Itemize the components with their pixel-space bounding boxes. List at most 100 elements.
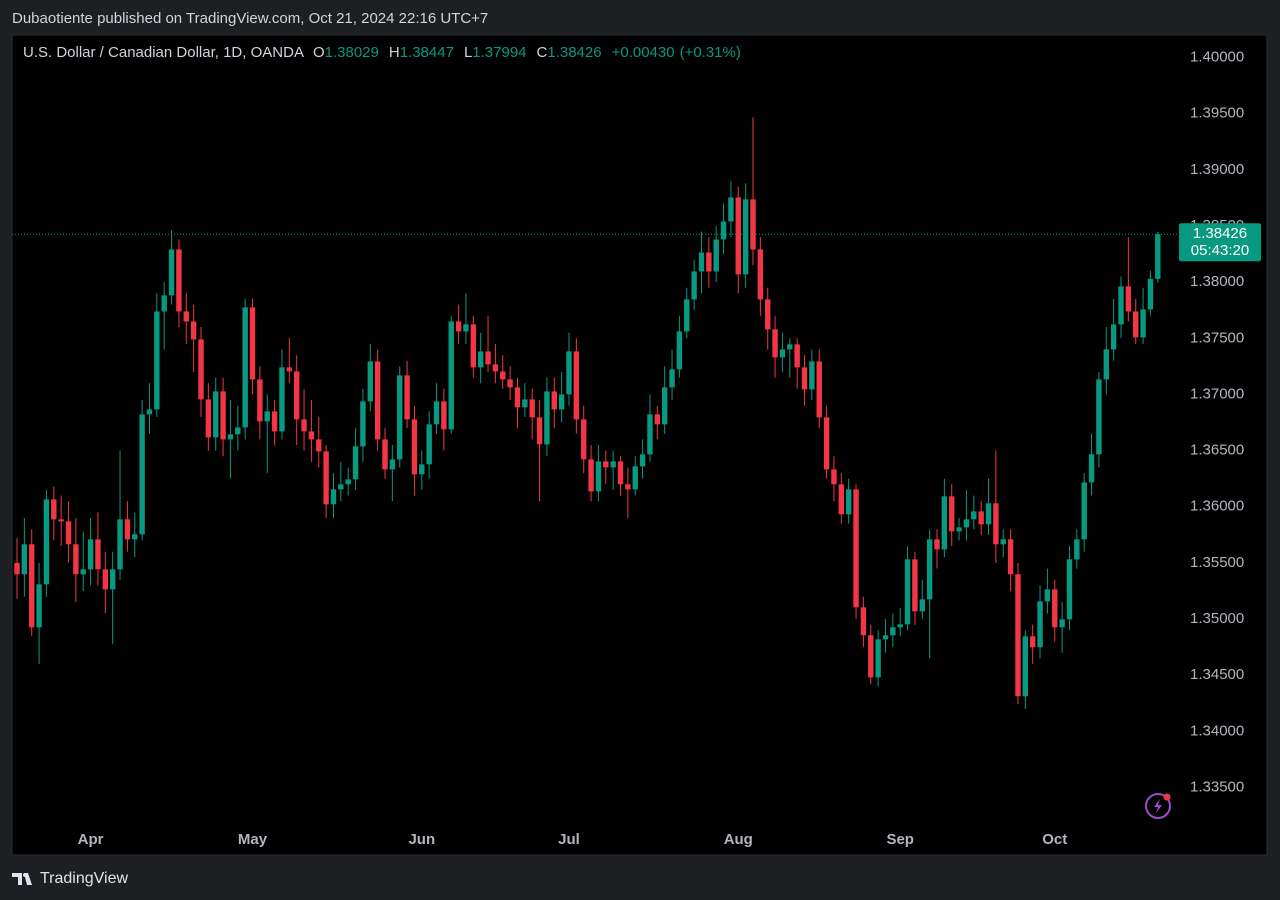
candle-body <box>279 367 285 432</box>
y-tick-label: 1.36500 <box>1190 442 1244 459</box>
candle-body <box>956 527 962 532</box>
candle-body <box>971 511 977 520</box>
candle-body <box>529 399 535 418</box>
legend-item: 1.38447 <box>400 44 454 61</box>
candle-body <box>757 249 764 300</box>
candle-body <box>978 511 984 525</box>
candle-body <box>558 394 565 410</box>
candle-body <box>500 371 506 380</box>
candle-body <box>293 371 300 420</box>
candle-body <box>124 519 131 540</box>
candle-body <box>603 461 609 468</box>
legend-line: U.S. Dollar / Canadian Dollar, 1D, OANDA… <box>23 44 741 61</box>
candle-body <box>426 424 432 465</box>
candle-body <box>1118 286 1124 325</box>
candle-body <box>573 351 580 420</box>
candle-body <box>617 461 624 485</box>
candle-body <box>14 562 20 575</box>
candle-body <box>352 446 359 480</box>
price-tag-countdown: 05:43:20 <box>1191 242 1249 259</box>
candle-body <box>706 252 712 272</box>
candle-body <box>176 249 182 312</box>
candle-body <box>853 489 859 608</box>
candle-body <box>301 419 307 432</box>
candle-body <box>286 367 293 372</box>
x-tick-label: Oct <box>1042 831 1067 848</box>
candle-body <box>29 544 35 628</box>
candle-body <box>882 635 889 640</box>
price-tag <box>1179 223 1261 262</box>
candle-body <box>168 249 175 296</box>
candle-body <box>742 199 749 275</box>
y-tick-label: 1.37000 <box>1190 385 1244 402</box>
candle-body <box>264 411 270 422</box>
candle-body <box>448 321 454 430</box>
candle-body <box>801 367 808 390</box>
candle-body <box>897 624 903 628</box>
candle-body <box>794 344 800 368</box>
candle-body <box>73 544 79 575</box>
candle-body <box>772 329 778 358</box>
candle-body <box>647 414 653 455</box>
candle-body <box>787 344 793 350</box>
candle-body <box>823 417 830 470</box>
candle-body <box>1000 539 1006 545</box>
candle-body <box>875 639 881 678</box>
candle-body <box>404 375 410 420</box>
candle-body <box>65 521 72 545</box>
candle-body <box>912 559 918 612</box>
candle-body <box>1155 234 1161 279</box>
candle-body <box>470 324 477 368</box>
candle-body <box>1066 559 1073 620</box>
candle-body <box>80 569 86 575</box>
candle-body <box>809 361 815 390</box>
candle-body <box>102 569 109 590</box>
x-tick-label: Sep <box>886 831 914 848</box>
candle-body <box>338 484 344 490</box>
y-tick-label: 1.40000 <box>1190 48 1244 65</box>
candle-body <box>985 503 992 525</box>
candle-body <box>132 534 138 540</box>
legend-item: (+0.31%) <box>680 44 741 61</box>
y-tick-label: 1.33500 <box>1190 779 1244 796</box>
candle-body <box>934 539 940 550</box>
candle-body <box>1037 601 1043 648</box>
candle-body <box>1147 278 1154 310</box>
candle-body <box>1015 574 1021 697</box>
y-tick-label: 1.37500 <box>1190 329 1244 346</box>
candle-body <box>581 419 587 460</box>
candle-body <box>36 584 42 628</box>
candle-body <box>522 399 528 408</box>
candle-body <box>698 252 705 272</box>
candle-body <box>433 401 440 425</box>
candle-body <box>139 414 145 535</box>
candle-body <box>205 399 212 438</box>
candle-body <box>507 379 513 388</box>
x-tick-label: Jun <box>408 831 435 848</box>
candle-body <box>676 331 683 370</box>
candle-body <box>949 496 955 532</box>
candle-body <box>1133 311 1139 338</box>
candle-body <box>860 607 867 636</box>
candle-body <box>639 454 646 467</box>
candle-body <box>1022 636 1029 697</box>
x-tick-label: Jul <box>558 831 580 848</box>
candle-body <box>146 409 153 415</box>
candle-body <box>374 361 381 440</box>
lightning-icon[interactable] <box>1145 793 1171 819</box>
candle-body <box>161 295 167 312</box>
candle-body <box>419 464 425 475</box>
candle-body <box>1088 454 1095 483</box>
candle-body <box>595 461 602 492</box>
candle-body <box>610 461 616 468</box>
legend-item: 1.38029 <box>325 44 379 61</box>
chart-panel <box>11 34 1268 856</box>
candle-body <box>544 391 550 445</box>
legend-header: U.S. Dollar / Canadian Dollar, 1D, OANDA… <box>23 44 741 61</box>
candle-body <box>242 307 248 428</box>
candle-body <box>720 221 727 240</box>
candle-body <box>661 387 668 425</box>
candle-body <box>485 351 491 365</box>
brand-logo <box>12 873 32 885</box>
